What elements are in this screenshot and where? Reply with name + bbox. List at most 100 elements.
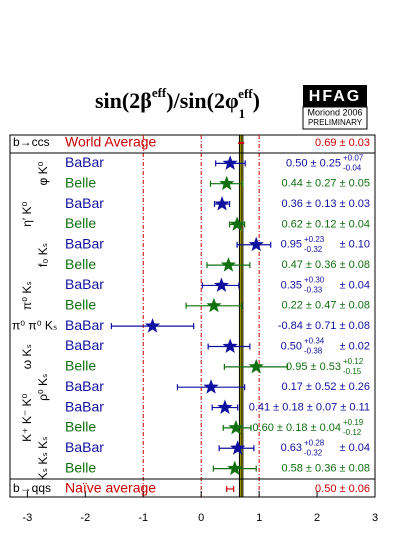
star-marker [230,440,246,455]
chart-title: sin(2βeff)/sin(2φ1eff) [95,85,260,121]
value-label-up: +0.19 [343,418,364,427]
row-label: BaBar [65,439,104,455]
title-part: 1 [239,106,246,121]
row-label: Belle [65,174,96,190]
group-label: Kₛ Kₛ Kₛ [36,436,50,480]
row-label: BaBar [65,276,104,292]
group-label: π⁰ π⁰ Kₛ [12,318,57,332]
group-label: φ K⁰ [36,161,50,185]
title-part: sin(2β [95,88,152,113]
star-marker [214,196,230,211]
value-label-down: -0.15 [343,367,362,376]
value-label-up: +0.07 [343,153,364,162]
row-label: Belle [65,215,96,231]
value-label: 0.22 ± 0.47 ± 0.08 [281,300,370,312]
group-label: f₀ Kₛ [36,243,50,267]
section-label: b→ccs [13,135,50,149]
row-label: BaBar [65,154,104,170]
row-label: Naïve average [65,480,156,496]
value-label: 0.63 [281,442,302,454]
logo-status: PRELIMINARY [308,118,363,127]
star-marker [248,236,264,252]
value-label: 0.50 ± 0.06 [315,483,370,495]
row-label: BaBar [65,378,104,394]
row-label: Belle [65,256,96,272]
section-label: b→qqs [13,481,51,495]
group-label: π⁰ Kₛ [20,281,34,310]
value-label-up: +0.30 [304,276,325,285]
row-label: Belle [65,459,96,475]
value-label-up: +0.23 [304,235,325,244]
value-label-up: +0.28 [304,438,325,447]
value-label: 0.50 [281,340,302,352]
group-label: K⁺ K⁻ K⁰ [20,393,34,441]
title-part: ) [253,88,260,113]
x-tick-label: 0 [198,512,204,524]
star-marker [227,460,243,476]
row-label: Belle [65,358,96,374]
value-label-down: -0.04 [343,163,362,172]
star-marker [220,257,237,272]
star-marker [217,399,233,415]
star-marker [219,175,235,191]
star-marker [222,338,238,353]
row-label: Belle [65,419,96,435]
group-label: η′ K⁰ [20,202,34,227]
star-marker [229,216,245,231]
row-label: Belle [65,297,96,313]
logo-sub-box [302,106,368,130]
value-label: 0.44 ± 0.27 ± 0.05 [281,178,370,190]
logo-box [303,85,367,107]
value-label: 0.62 ± 0.12 ± 0.04 [281,218,370,230]
title-part: eff [238,86,253,101]
group-label: ω Kₛ [20,344,34,369]
value-label: ± 0.02 [339,340,370,352]
value-label-up: +0.34 [304,337,325,346]
row-label: BaBar [65,337,104,353]
title-part: )/sin(2φ [166,88,238,113]
value-label: ± 0.10 [339,239,370,251]
row-label: BaBar [65,317,104,333]
value-label: 0.69 ± 0.03 [315,137,370,149]
logo-event: Moriond 2006 [307,107,362,117]
value-label-down: -0.32 [304,448,323,457]
star-marker [213,277,230,292]
value-label: 0.41 ± 0.18 ± 0.07 ± 0.11 [249,401,370,413]
value-label: 0.60 ± 0.18 ± 0.04 [252,422,341,434]
star-marker [222,155,238,170]
row-label: BaBar [65,235,104,251]
value-label: ± 0.04 [339,279,370,291]
value-label: 0.47 ± 0.36 ± 0.08 [281,259,370,271]
x-tick-label: 2 [314,512,320,524]
value-label: 0.95 [281,239,302,251]
x-tick-label: -2 [80,512,90,524]
value-label: ± 0.04 [339,442,370,454]
star-marker [228,419,244,435]
x-tick-label: 3 [372,512,378,524]
value-label-down: -0.12 [343,428,362,437]
value-label: 0.35 [281,279,302,291]
value-label-up: +0.12 [343,357,364,366]
value-label: 0.17 ± 0.52 ± 0.26 [281,381,370,393]
row-label: BaBar [65,398,104,414]
star-marker [144,318,161,333]
star-marker [206,297,222,313]
row-label: World Average [65,134,157,150]
x-tick-label: 1 [256,512,262,524]
star-marker [248,358,264,374]
x-tick-label: -3 [22,512,32,524]
plot-frame [9,134,376,498]
value-label: 0.50 ± 0.25 [286,157,341,169]
error-bar [226,485,235,492]
group-label: ρ⁰ Kₛ [36,373,50,400]
star-marker [203,379,219,394]
value-label-down: -0.38 [304,347,323,356]
value-label: 0.95 ± 0.53 [286,361,341,373]
value-label-down: -0.33 [304,286,323,295]
title-part: eff [152,85,167,100]
value-label: 0.58 ± 0.36 ± 0.08 [281,463,370,475]
row-label: BaBar [65,195,104,211]
value-label: 0.36 ± 0.13 ± 0.03 [281,198,370,210]
x-tick-label: -1 [138,512,148,524]
